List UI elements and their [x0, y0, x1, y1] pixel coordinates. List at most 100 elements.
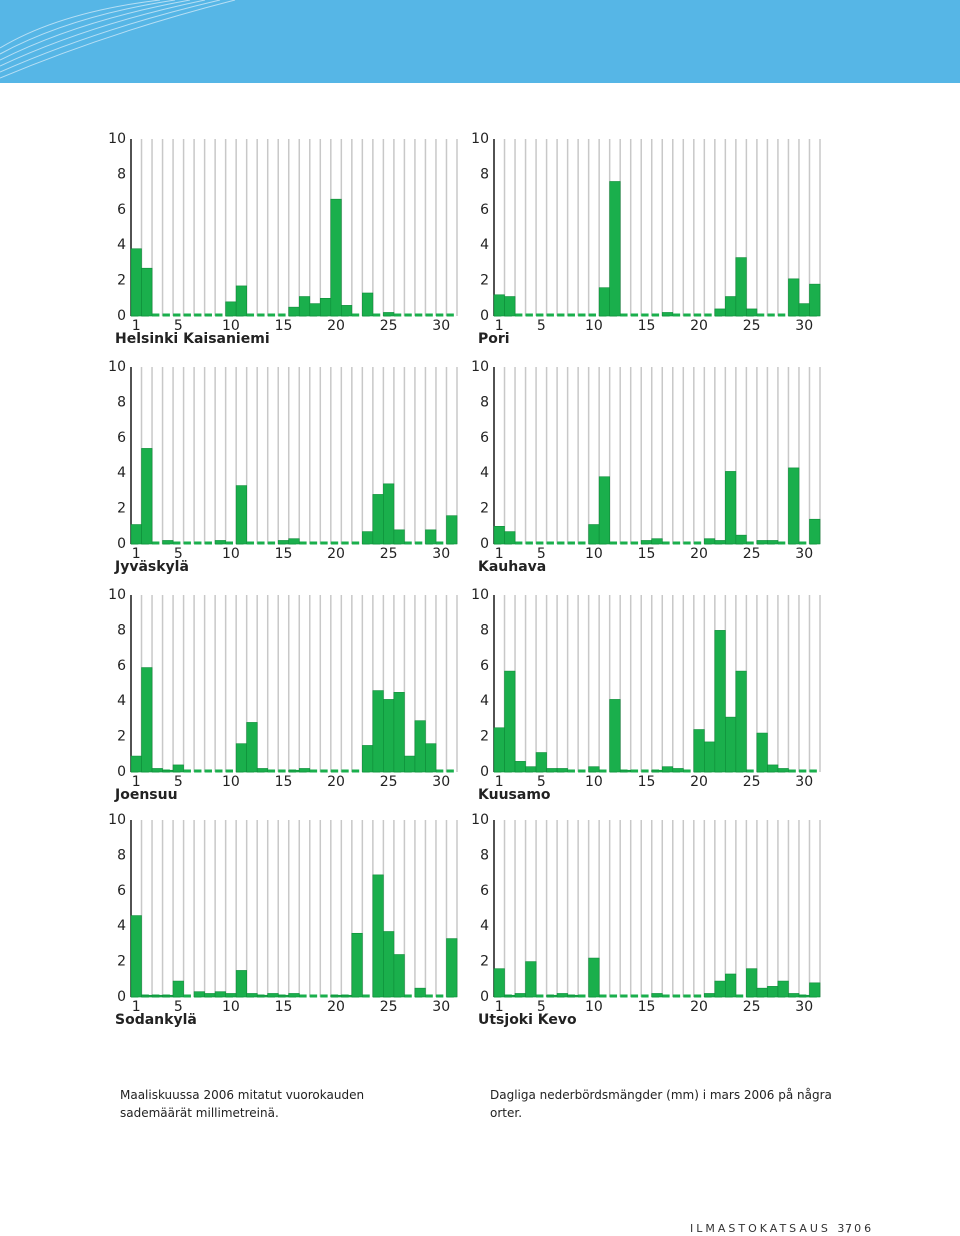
- y-tick-label: 4: [117, 693, 126, 709]
- bar: [193, 991, 205, 998]
- bar: [525, 766, 537, 773]
- bar: [141, 267, 153, 317]
- y-tick-label: 0: [480, 536, 489, 552]
- y-tick-label: 0: [117, 764, 126, 780]
- bar: [756, 540, 768, 545]
- x-tick-label: 30: [795, 999, 813, 1015]
- bar: [514, 993, 526, 998]
- y-tick-label: 6: [480, 202, 489, 218]
- header-band: [0, 0, 960, 83]
- bar: [425, 743, 437, 773]
- bar: [661, 766, 674, 773]
- y-tick-label: 2: [117, 729, 126, 745]
- x-tick-label: 5: [174, 546, 183, 562]
- bar: [309, 303, 321, 317]
- x-tick-label: 10: [585, 546, 603, 562]
- bar: [235, 485, 247, 545]
- bar: [372, 874, 384, 998]
- footer-page: 7: [845, 1222, 855, 1235]
- bar: [725, 716, 737, 773]
- bar: [651, 993, 663, 998]
- bar: [414, 720, 426, 773]
- bar: [598, 476, 610, 545]
- y-tick-label: 10: [108, 359, 126, 375]
- bar: [225, 993, 237, 998]
- y-tick-label: 4: [480, 918, 489, 934]
- y-tick-label: 0: [117, 308, 126, 324]
- y-tick-label: 10: [471, 131, 489, 147]
- y-tick-label: 8: [117, 394, 126, 410]
- bar: [609, 699, 621, 773]
- y-tick-label: 4: [480, 693, 489, 709]
- bar: [330, 994, 342, 998]
- y-tick-label: 6: [117, 202, 126, 218]
- bar: [214, 991, 226, 998]
- bar: [288, 993, 300, 998]
- bar: [704, 538, 716, 545]
- footer-publication: ILMASTOKATSAUS 3/06: [690, 1222, 875, 1235]
- y-tick-label: 8: [480, 847, 489, 863]
- x-tick-label: 10: [222, 999, 240, 1015]
- y-tick-label: 6: [480, 883, 489, 899]
- bar: [446, 515, 458, 545]
- y-tick-label: 0: [117, 989, 126, 1005]
- bar: [319, 297, 332, 317]
- bar: [556, 993, 568, 998]
- bar: [162, 994, 174, 998]
- y-tick-label: 8: [117, 622, 126, 638]
- y-tick-label: 6: [117, 883, 126, 899]
- x-tick-label: 1: [495, 318, 504, 334]
- bar: [504, 670, 516, 773]
- x-tick-label: 10: [222, 774, 240, 790]
- bar: [288, 769, 300, 773]
- bar: [204, 993, 216, 998]
- bar: [714, 308, 726, 317]
- x-tick-label: 5: [174, 774, 183, 790]
- x-tick-label: 5: [537, 546, 546, 562]
- bar: [767, 764, 779, 773]
- y-tick-label: 6: [480, 658, 489, 674]
- bar: [151, 994, 163, 998]
- y-tick-label: 6: [480, 430, 489, 446]
- bar: [714, 540, 726, 545]
- x-tick-label: 5: [537, 318, 546, 334]
- bar: [404, 755, 416, 773]
- bar: [735, 257, 747, 317]
- bar: [141, 448, 153, 545]
- y-tick-label: 10: [108, 131, 126, 147]
- y-tick-label: 8: [480, 394, 489, 410]
- y-tick-label: 8: [480, 622, 489, 638]
- x-tick-label: 25: [380, 774, 398, 790]
- bar: [588, 766, 600, 773]
- bar: [330, 198, 342, 317]
- chart-title: Utsjoki Kevo: [478, 1012, 577, 1028]
- bar: [383, 699, 395, 773]
- y-tick-label: 6: [117, 658, 126, 674]
- chart-title: Sodankylä: [115, 1012, 197, 1028]
- y-tick-label: 10: [471, 812, 489, 828]
- bar: [735, 534, 747, 545]
- x-tick-label: 25: [743, 774, 761, 790]
- bar: [535, 752, 547, 773]
- y-tick-label: 10: [471, 587, 489, 603]
- bar: [809, 283, 821, 317]
- bar: [556, 768, 568, 773]
- bar: [525, 961, 537, 998]
- x-tick-label: 20: [327, 546, 345, 562]
- x-tick-label: 10: [585, 774, 603, 790]
- bar: [756, 732, 768, 773]
- bar: [493, 294, 505, 317]
- bar: [777, 768, 789, 773]
- x-tick-label: 25: [380, 318, 398, 334]
- x-tick-label: 30: [432, 999, 450, 1015]
- bar: [351, 932, 363, 998]
- bar: [493, 968, 505, 998]
- x-tick-label: 15: [275, 318, 293, 334]
- bar: [393, 529, 405, 545]
- x-tick-label: 25: [743, 318, 761, 334]
